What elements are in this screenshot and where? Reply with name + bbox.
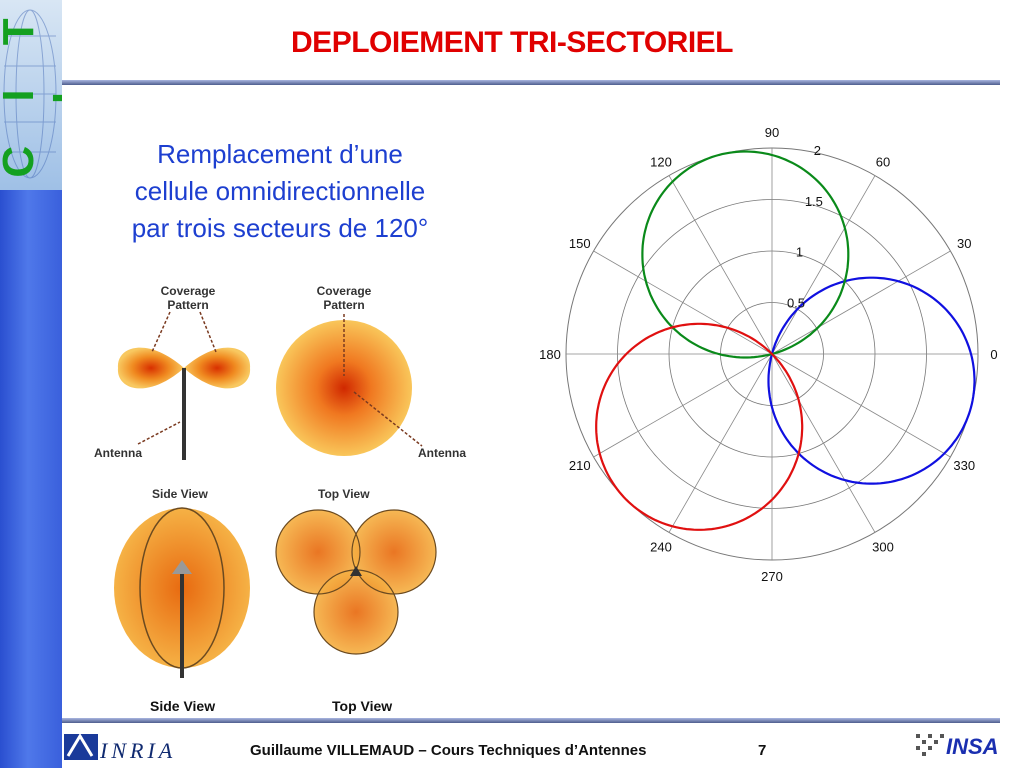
angle-tick-label: 330 [953,458,975,473]
slide-title: DEPLOIEMENT TRI-SECTORIEL [291,26,733,59]
inria-logo-text: INRIA [100,738,177,763]
angle-tick-label: 240 [650,539,672,554]
radial-tick-label: 0.5 [787,295,805,310]
coverage-label-right: Coverage Pattern [294,284,394,312]
omni-top-view [276,314,423,456]
polar-spoke [771,353,876,533]
angle-tick-label: 210 [569,458,591,473]
angle-tick-label: 180 [539,347,561,362]
radial-tick-label: 2 [814,143,821,158]
citi-logo: C I T I [0,0,62,190]
coverage-diagram [114,311,437,678]
angle-tick-label: 150 [569,236,591,251]
inria-logo [64,733,98,760]
page-number: 7 [758,742,767,759]
angle-tick-label: 270 [761,569,783,584]
insa-logo-text: INSA [946,734,999,759]
polar-chart: 0.5 1 1.5 2 0 30 60 90 120 150 180 210 240 270 300 330 [539,125,997,584]
polar-spoke [668,353,773,533]
subtitle-line-3: par trois secteurs de 120° [131,213,429,243]
polar-spoke [771,250,951,355]
footer-rule [62,718,1000,723]
subtitle-line-1: Remplacement d’une [157,139,403,169]
sector-top-view [275,509,437,655]
polar-spoke [593,250,773,355]
title-rule [62,80,1000,85]
subtitle-line-2: cellule omnidirectionnelle [134,176,426,206]
polar-series [595,150,976,531]
side-view-label-small: Side View [152,487,208,501]
coverage-label-left: Coverage Pattern [138,284,238,312]
globe-graphic [3,9,57,179]
polar-spoke [771,175,876,355]
polar-spoke [668,175,773,355]
antenna-label-left: Antenna [94,446,142,460]
top-view-label: Top View [332,698,393,714]
angle-tick-label: 30 [957,236,971,251]
polar-spoke [593,353,773,458]
coverage-label-left-text: Coverage Pattern [160,284,216,312]
angle-tick-label: 300 [872,539,894,554]
left-sidebar: C I T I [0,0,62,768]
polar-spoke [771,353,951,458]
radial-tick-label: 1 [796,245,803,260]
top-view-label-small: Top View [318,487,370,501]
insa-logo [916,734,944,756]
polar-labels: 0.5 1 1.5 2 0 30 60 90 120 150 180 210 240 270 300 330 [539,125,997,584]
polar-series-line [595,322,804,531]
angle-tick-label: 120 [650,155,672,170]
slide-subtitle: Remplacement d’une cellule omnidirection… [70,136,490,247]
angle-tick-label: 90 [765,125,779,140]
radial-tick-label: 1.5 [805,194,823,209]
antenna-label-right: Antenna [418,446,466,460]
angle-tick-label: 0 [990,347,997,362]
sector-side-view [114,507,250,678]
omni-side-view [117,311,251,460]
coverage-label-right-text: Coverage Pattern [316,284,372,312]
footer-author: Guillaume VILLEMAUD – Cours Techniques d… [250,742,647,759]
side-view-label: Side View [150,698,216,714]
angle-tick-label: 60 [876,155,890,170]
